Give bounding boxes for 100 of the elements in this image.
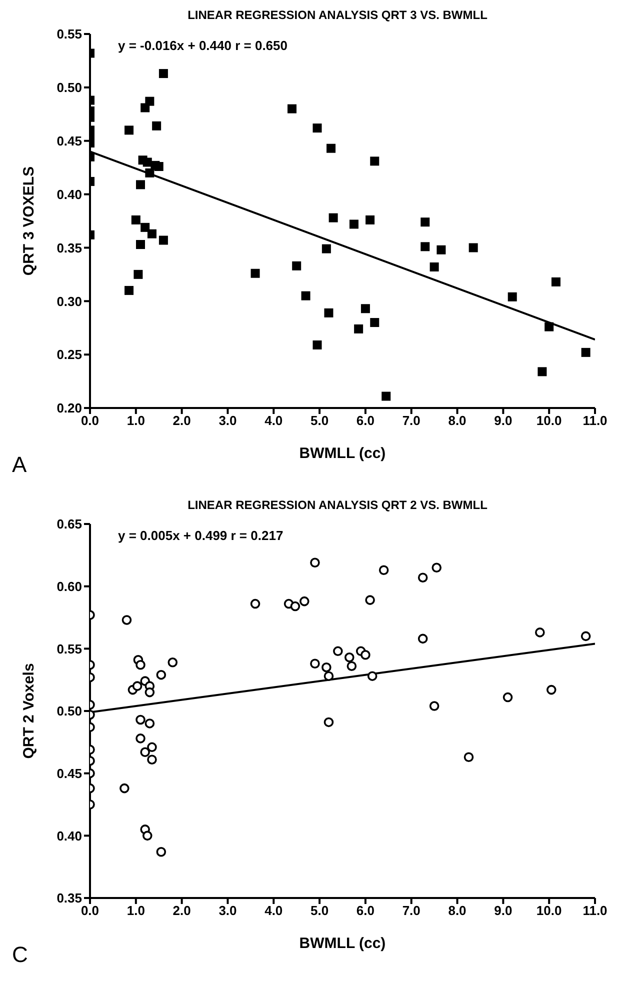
point <box>382 392 391 401</box>
point <box>120 783 130 794</box>
point <box>152 121 162 130</box>
point <box>378 565 389 576</box>
y-tick-label: 0.20 <box>56 400 82 416</box>
x-axis-title: BWMLL (cc) <box>299 445 386 462</box>
x-tick-label: 5.0 <box>310 903 329 918</box>
x-tick-label: 0.0 <box>80 413 100 428</box>
text: A <box>12 452 27 478</box>
point <box>132 681 142 691</box>
point <box>366 215 375 224</box>
x-tick-label: 4.0 <box>264 903 283 918</box>
x-tick-label: 9.0 <box>494 903 512 918</box>
x-tick-label: 9.0 <box>494 413 512 428</box>
point <box>328 213 338 222</box>
point <box>147 754 157 765</box>
annotation: y = 0.005x + 0.499 r = 0.217 <box>118 528 284 543</box>
point <box>158 69 168 78</box>
point <box>324 671 334 681</box>
x-tick-label: 11.0 <box>582 903 608 918</box>
x-tick-label: 11.0 <box>582 413 608 428</box>
point <box>370 318 380 328</box>
x-tick-label: 10.0 <box>536 903 562 918</box>
y-tick-label: 0.60 <box>56 578 82 594</box>
point <box>430 262 439 272</box>
x-tick-label: 10.0 <box>536 413 562 428</box>
point <box>136 714 146 725</box>
chart-title: LINEAR REGRESSION ANALYSIS QRT 3 VS. BWMLL <box>186 8 488 24</box>
y-tick-label: 0.35 <box>56 240 82 256</box>
x-tick-label: 2.0 <box>172 903 191 918</box>
point <box>544 322 554 332</box>
x-tick-label: 7.0 <box>402 903 420 918</box>
point <box>324 717 334 728</box>
y-axis-title: QRT 2 Voxels <box>20 663 38 759</box>
point <box>156 846 166 857</box>
point <box>420 218 430 227</box>
point <box>322 662 332 672</box>
point <box>145 96 154 106</box>
point <box>312 124 322 133</box>
point <box>124 126 134 135</box>
point <box>370 156 380 166</box>
point <box>354 324 364 334</box>
x-tick-label: 7.0 <box>402 413 420 428</box>
point <box>158 236 168 245</box>
x-tick-label: 8.0 <box>448 903 466 918</box>
y-tick-label: 0.40 <box>56 186 82 202</box>
point <box>360 650 370 660</box>
point <box>136 734 146 744</box>
x-tick-label: 0.0 <box>80 903 100 918</box>
annotation: y = -0.016x + 0.440 r = 0.650 <box>118 38 288 53</box>
text: C <box>12 942 28 968</box>
point <box>333 646 343 656</box>
point <box>136 180 145 190</box>
point <box>349 220 358 229</box>
point <box>344 652 354 662</box>
point <box>292 261 302 270</box>
point <box>122 615 132 625</box>
y-tick-label: 0.50 <box>56 704 82 719</box>
point <box>580 631 591 642</box>
point <box>145 168 154 178</box>
point <box>168 657 178 668</box>
y-axis-title: QRT 3 VOXELS <box>20 166 38 276</box>
point <box>301 291 310 300</box>
point <box>124 286 134 295</box>
x-axis-title: BWMLL (cc) <box>299 935 386 952</box>
x-tick-label: 1.0 <box>126 903 145 918</box>
x-tick-label: 4.0 <box>264 413 283 428</box>
point <box>136 660 146 670</box>
x-tick-label: 6.0 <box>356 903 374 918</box>
y-tick-label: 0.65 <box>56 516 82 532</box>
point <box>360 304 370 314</box>
y-tick-label: 0.25 <box>56 347 82 362</box>
point <box>322 244 331 254</box>
y-tick-label: 0.45 <box>56 133 82 148</box>
point <box>156 670 166 680</box>
x-tick-label: 2.0 <box>172 413 191 428</box>
point <box>147 229 156 238</box>
point <box>136 240 145 250</box>
point <box>288 104 296 114</box>
point <box>134 270 143 279</box>
chart-title: LINEAR REGRESSION ANALYSIS QRT 2 VS. BWMLL <box>186 498 488 514</box>
point <box>140 747 150 758</box>
point <box>346 661 357 672</box>
point <box>154 162 164 172</box>
x-tick-label: 6.0 <box>356 413 374 428</box>
point <box>551 277 560 286</box>
x-tick-label: 3.0 <box>218 903 237 918</box>
x-tick-label: 3.0 <box>218 413 237 428</box>
point <box>144 687 155 698</box>
point <box>250 268 260 278</box>
point <box>508 292 517 302</box>
point <box>250 598 260 609</box>
point <box>312 340 322 350</box>
point <box>310 558 320 568</box>
point <box>147 742 157 752</box>
point <box>140 222 150 232</box>
point <box>420 242 430 252</box>
point <box>468 243 478 252</box>
point <box>432 562 442 573</box>
point <box>131 215 140 224</box>
